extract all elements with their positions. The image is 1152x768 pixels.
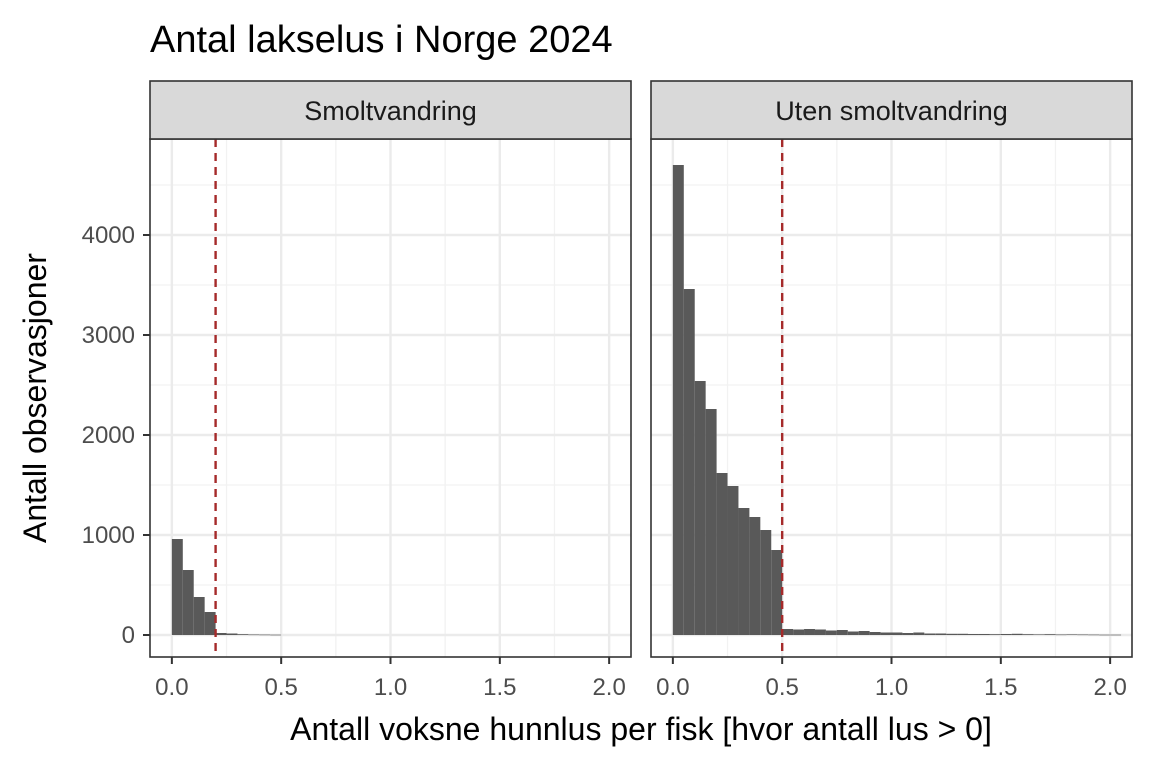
histogram-bar [237, 634, 249, 635]
x-tick-label: 1.0 [875, 674, 908, 701]
histogram-bar [1099, 634, 1111, 636]
histogram-bar [978, 634, 990, 635]
histogram-bar [1022, 634, 1034, 635]
histogram-bar [782, 629, 794, 635]
x-tick-label: 2.0 [1093, 674, 1126, 701]
histogram-bar [716, 473, 728, 635]
histogram-bar [913, 632, 925, 635]
x-axis-title: Antall voksne hunnlus per fisk [hvor ant… [290, 711, 992, 747]
panel-uten-smoltvandring: Uten smoltvandring 0.0 0.5 1.0 1.5 2.0 [650, 80, 1133, 701]
histogram-bar [902, 633, 914, 635]
histogram-bar [193, 597, 205, 635]
x-tick-label: 0.0 [656, 674, 689, 701]
histogram-bar [182, 570, 194, 635]
histogram-bar [847, 631, 859, 635]
histogram-bar [1000, 634, 1012, 635]
histogram-bar [683, 289, 695, 635]
histogram-bar [248, 634, 260, 636]
y-tick-label: 2000 [82, 422, 135, 449]
histogram-bar [1044, 634, 1056, 635]
x-tick-label: 1.5 [984, 674, 1017, 701]
histogram-bar [1066, 634, 1078, 635]
histogram-bar [989, 634, 1001, 635]
y-tick-label: 3000 [82, 322, 135, 349]
histogram-bar [946, 633, 958, 635]
histogram-bar [749, 517, 761, 635]
histogram-bar [891, 632, 903, 635]
facet-strip-label: Smoltvandring [304, 96, 477, 126]
histogram-bar [738, 508, 750, 635]
histogram-bar [727, 486, 739, 635]
x-tick-label: 1.5 [483, 674, 516, 701]
histogram-bar [968, 634, 979, 635]
histogram-bar [1077, 634, 1089, 636]
histogram-bar [935, 633, 947, 635]
x-tick-label: 2.0 [592, 674, 625, 701]
histogram-bar [259, 634, 271, 636]
y-tick-label: 0 [122, 622, 135, 649]
histogram-bar [836, 630, 848, 635]
histogram-bar [1011, 633, 1023, 635]
histogram-bar [226, 633, 238, 635]
x-tick-label: 0.5 [765, 674, 798, 701]
histogram-bar [814, 629, 826, 635]
x-tick-label: 1.0 [374, 674, 407, 701]
histogram-bar [215, 633, 227, 635]
x-tick-label: 0.0 [155, 674, 188, 701]
histogram-bar [270, 634, 282, 636]
y-axis-title: Antall observasjoner [17, 253, 53, 543]
histogram-bar [694, 381, 706, 635]
histogram-bar [804, 629, 815, 635]
facet-strip [650, 80, 1133, 140]
facet-strip [149, 80, 632, 140]
histogram-bar [1033, 634, 1045, 635]
x-tick-label: 0.5 [264, 674, 297, 701]
histogram-bar [1055, 634, 1067, 636]
histogram-bar [1088, 634, 1100, 636]
histogram-bar [924, 633, 936, 635]
panel-smoltvandring: Smoltvandring 0.0 0.5 1.0 1.5 2.0 0 1000 2000 300… [82, 80, 632, 701]
histogram-bar [171, 539, 183, 635]
histogram-bar [672, 165, 684, 635]
histogram-bar [793, 629, 805, 635]
histogram-bar [880, 632, 892, 635]
histogram-bar [760, 530, 772, 635]
histogram-bar [957, 633, 969, 635]
facet-strip-label: Uten smoltvandring [775, 96, 1008, 126]
histogram-bar [1110, 634, 1122, 636]
histogram-bar [858, 631, 870, 635]
histogram-bar [204, 612, 216, 635]
chart-title: Antal lakselus i Norge 2024 [150, 19, 613, 61]
histogram-bar [705, 409, 717, 635]
histogram-bar [771, 550, 783, 635]
histogram-bar [869, 632, 881, 635]
y-tick-label: 4000 [82, 222, 135, 249]
histogram-bar [825, 630, 837, 635]
y-tick-label: 1000 [82, 522, 135, 549]
